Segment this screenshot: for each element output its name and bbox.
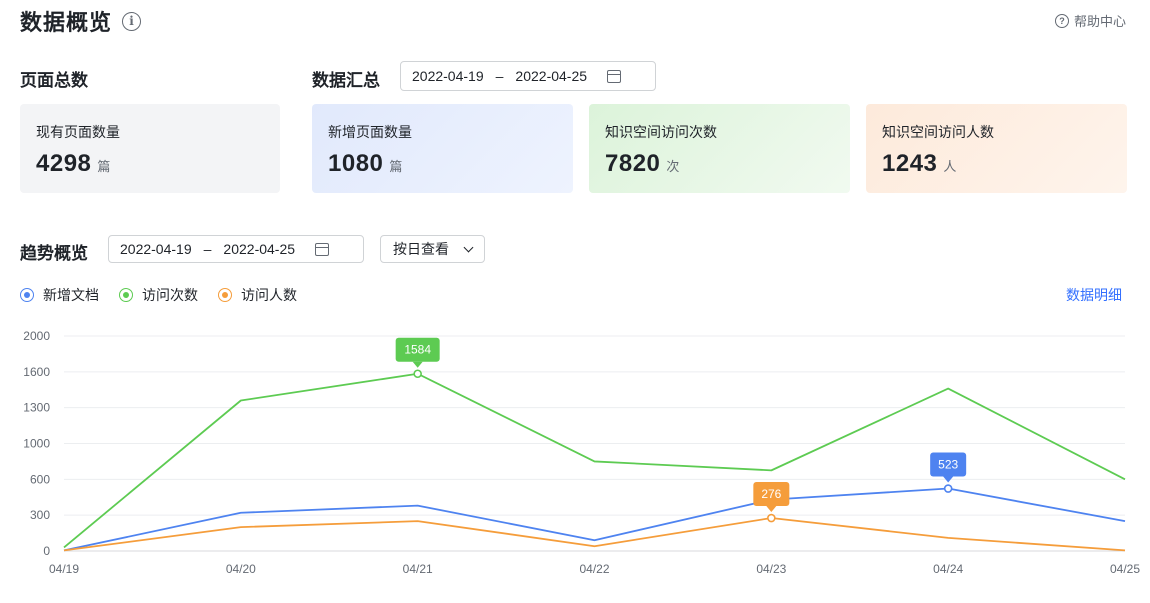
x-tick-label: 04/19	[49, 562, 79, 576]
card-value: 4298	[36, 150, 92, 177]
data-label-pointer	[766, 506, 777, 513]
pages-total-title: 页面总数	[20, 71, 88, 90]
x-tick-label: 04/20	[226, 562, 256, 576]
trend-date-range-picker[interactable]: 2022-04-19 – 2022-04-25	[108, 235, 364, 263]
legend-label: 访问次数	[142, 287, 198, 303]
data-label: 276	[761, 487, 781, 501]
data-label-pointer	[412, 361, 423, 368]
card-value: 7820	[605, 150, 661, 177]
y-tick-label: 1000	[23, 437, 50, 451]
series-line-1	[63, 487, 1126, 552]
summary-title: 数据汇总	[312, 71, 380, 90]
legend-item-visits[interactable]: 访问次数	[119, 285, 198, 305]
legend-label: 访问人数	[241, 287, 297, 303]
series-line-3	[63, 517, 1126, 552]
page-title: 数据概览	[20, 10, 113, 35]
x-tick-label: 04/25	[1110, 562, 1140, 576]
date-end: 2022-04-25	[223, 241, 296, 257]
data-label-bubble	[930, 452, 967, 477]
granularity-select[interactable]: 按日查看	[380, 235, 485, 263]
card-value: 1243	[882, 150, 938, 177]
granularity-value: 按日查看	[393, 241, 449, 257]
series-line-2	[63, 372, 1126, 549]
data-point-marker	[767, 513, 776, 523]
data-point-marker	[943, 484, 953, 493]
y-tick-label: 1300	[23, 401, 50, 415]
y-tick-label: 600	[30, 472, 50, 486]
card-unit: 篇	[389, 159, 403, 174]
card-label: 知识空间访问人数	[882, 124, 994, 140]
chart-legend: 新增文档 访问次数 访问人数	[20, 285, 317, 305]
x-tick-label: 04/22	[579, 562, 609, 576]
x-tick-label: 04/21	[403, 562, 433, 576]
legend-dot-icon	[20, 288, 34, 302]
summary-date-range-picker[interactable]: 2022-04-19 – 2022-04-25	[400, 61, 656, 91]
y-tick-label: 0	[43, 544, 50, 558]
card-unit: 篇	[97, 159, 111, 174]
card-label: 知识空间访问次数	[605, 124, 717, 140]
help-center-link[interactable]: ? 帮助中心	[1054, 11, 1126, 30]
x-tick-label: 04/23	[756, 562, 786, 576]
trend-line-chart: 0 300 600 1000 1300 1600 2000 04/19 04/20 04/21 04…	[23, 329, 1140, 576]
page-header: 数据概览 i	[20, 6, 142, 36]
card-value: 1080	[328, 150, 384, 177]
legend-dot-icon	[119, 288, 133, 302]
card-label: 新增页面数量	[328, 124, 412, 140]
data-detail-link[interactable]: 数据明细	[1066, 287, 1122, 303]
calendar-icon	[315, 242, 330, 256]
help-center-label: 帮助中心	[1073, 14, 1126, 29]
new-pages-card: 新增页面数量 1080 篇	[312, 104, 573, 193]
data-label-bubble	[753, 482, 790, 507]
x-tick-label: 04/24	[933, 562, 963, 576]
calendar-icon	[607, 69, 622, 83]
chevron-down-icon	[463, 242, 474, 252]
data-label-bubble	[395, 337, 440, 362]
trend-title: 趋势概览	[20, 244, 88, 263]
y-tick-label: 300	[30, 508, 50, 522]
date-start: 2022-04-19	[120, 241, 192, 257]
date-separator: –	[495, 68, 504, 84]
data-label: 1584	[404, 343, 431, 357]
data-point-marker	[413, 369, 422, 379]
card-label: 现有页面数量	[36, 124, 120, 140]
data-label: 523	[938, 458, 958, 472]
legend-item-visitors[interactable]: 访问人数	[218, 285, 297, 305]
date-end: 2022-04-25	[515, 68, 588, 84]
question-icon: ?	[1054, 13, 1069, 28]
legend-item-new-docs[interactable]: 新增文档	[20, 285, 99, 305]
card-unit: 次	[666, 159, 680, 174]
legend-label: 新增文档	[43, 287, 99, 303]
visit-count-card: 知识空间访问次数 7820 次	[589, 104, 850, 193]
y-tick-label: 1600	[23, 365, 50, 379]
y-tick-label: 2000	[23, 329, 50, 343]
page-count-card: 现有页面数量 4298 篇	[20, 104, 280, 193]
date-separator: –	[203, 241, 212, 257]
info-icon[interactable]: i	[122, 11, 142, 31]
legend-dot-icon	[218, 288, 232, 302]
data-label-pointer	[943, 476, 954, 483]
date-start: 2022-04-19	[412, 68, 484, 84]
visitor-count-card: 知识空间访问人数 1243 人	[866, 104, 1127, 193]
card-unit: 人	[943, 159, 957, 174]
